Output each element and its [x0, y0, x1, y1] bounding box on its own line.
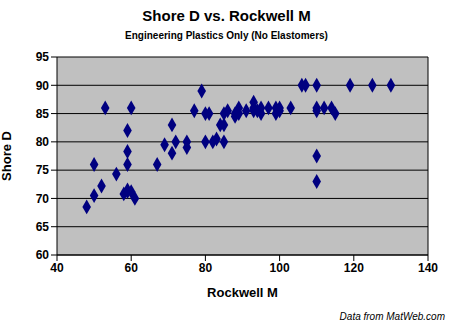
svg-text:65: 65 — [36, 220, 50, 234]
svg-text:100: 100 — [270, 261, 290, 275]
svg-text:80: 80 — [36, 135, 50, 149]
svg-text:70: 70 — [36, 192, 50, 206]
svg-text:Shore D: Shore D — [8, 131, 14, 181]
svg-text:95: 95 — [36, 50, 50, 64]
svg-text:140: 140 — [418, 261, 438, 275]
html-text:Engineering Plastics Only (No: Engineering Plastics Only (No Elastomers… — [125, 30, 328, 41]
svg-text:40: 40 — [50, 261, 64, 275]
svg-text:60: 60 — [125, 261, 139, 275]
svg-text:85: 85 — [36, 107, 50, 121]
svg-text:60: 60 — [36, 248, 50, 262]
html-text:Data from MatWeb.com: Data from MatWeb.com — [339, 311, 445, 322]
html-text:Shore D vs. Rockwell M: Shore D vs. Rockwell M — [142, 7, 311, 24]
svg-text:120: 120 — [344, 261, 364, 275]
svg-text:75: 75 — [36, 163, 50, 177]
svg-text:80: 80 — [199, 261, 213, 275]
svg-text:Rockwell M: Rockwell M — [207, 285, 278, 300]
svg-text:90: 90 — [36, 79, 50, 93]
